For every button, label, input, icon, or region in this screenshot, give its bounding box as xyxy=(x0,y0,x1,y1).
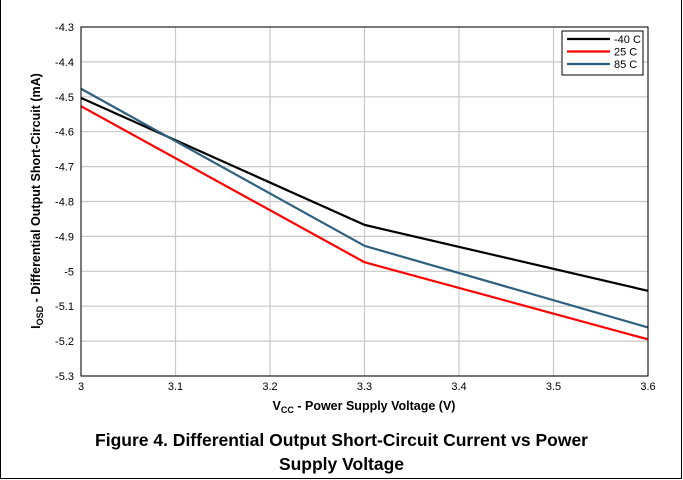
y-tick-label: -5.2 xyxy=(55,336,74,348)
y-axis-label: IOSD - Differential Output Short-Circuit… xyxy=(29,73,45,329)
y-tick-labels: -4.3 -4.4 -4.5 -4.6 -4.7 -4.8 -4.9 -5 -5.1 -5.2 -5… xyxy=(55,22,74,383)
x-tick-label: 3.4 xyxy=(451,381,466,393)
legend-label-2: 85 C xyxy=(614,59,637,71)
legend-label-1: 25 C xyxy=(614,47,637,59)
x-tick-label: 3.3 xyxy=(357,381,372,393)
x-axis-label-sub: CC xyxy=(281,405,294,415)
x-tick-label: 3 xyxy=(78,381,84,393)
series-lines xyxy=(80,87,649,341)
x-axis-label: VCC - Power Supply Voltage (V) xyxy=(273,399,456,415)
x-axis-label-rest: - Power Supply Voltage (V) xyxy=(294,399,456,413)
y-axis-label-sub: OSD xyxy=(35,305,45,325)
y-tick-label: -5 xyxy=(64,266,74,278)
figure-caption: Figure 4. Differential Output Short-Circ… xyxy=(0,428,683,476)
y-tick-label: -4.6 xyxy=(55,127,74,139)
y-tick-label: -5.3 xyxy=(55,371,74,383)
y-tick-label: -4.4 xyxy=(55,57,74,69)
y-tick-label: -4.3 xyxy=(55,22,74,34)
x-tick-label: 3.1 xyxy=(168,381,183,393)
y-axis-label-rest: - Differential Output Short-Circuit (mA) xyxy=(29,73,43,306)
series-line-2 xyxy=(80,87,649,329)
caption-line-2: Supply Voltage xyxy=(278,454,405,474)
x-axis-label-main: V xyxy=(273,399,282,413)
y-tick-label: -4.8 xyxy=(55,197,74,209)
y-tick-label: -4.9 xyxy=(55,231,74,243)
x-tick-label: 3.5 xyxy=(546,381,561,393)
y-tick-label: -5.1 xyxy=(55,301,74,313)
legend-label-0: -40 C xyxy=(614,34,641,46)
x-tick-label: 3.6 xyxy=(640,381,655,393)
y-tick-label: -4.7 xyxy=(55,162,74,174)
legend: -40 C25 C85 C xyxy=(561,30,644,76)
x-tick-labels: 3 3.1 3.2 3.3 3.4 3.5 3.6 xyxy=(78,381,656,393)
x-tick-label: 3.2 xyxy=(262,381,277,393)
caption-line-1: Figure 4. Differential Output Short-Circ… xyxy=(95,430,588,450)
y-axis-label-main: I xyxy=(29,325,43,328)
y-tick-label: -4.5 xyxy=(55,92,74,104)
series-line-1 xyxy=(80,105,649,341)
plot-border xyxy=(80,26,649,377)
